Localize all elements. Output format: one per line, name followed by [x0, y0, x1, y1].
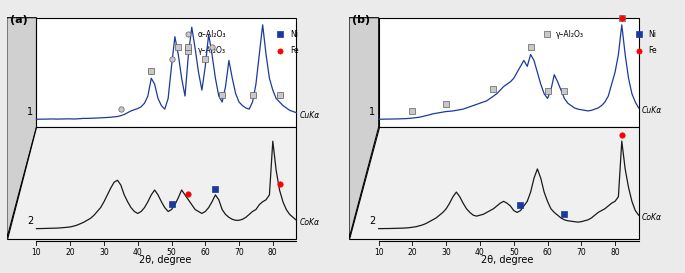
Text: 20: 20 — [408, 248, 417, 257]
Point — [616, 133, 627, 137]
Polygon shape — [379, 18, 638, 127]
Point — [182, 49, 193, 53]
Text: 20: 20 — [65, 248, 75, 257]
Text: 2: 2 — [369, 216, 375, 226]
Point — [115, 106, 126, 111]
Point — [247, 93, 258, 97]
Point — [216, 93, 227, 97]
Text: (b): (b) — [352, 15, 371, 25]
Point — [275, 49, 286, 53]
Polygon shape — [349, 18, 379, 239]
Point — [633, 49, 644, 53]
Text: 60: 60 — [201, 248, 210, 257]
Text: α–Al₂O₃: α–Al₂O₃ — [198, 30, 226, 39]
Point — [515, 203, 526, 207]
Polygon shape — [36, 18, 297, 127]
Point — [541, 32, 552, 37]
Polygon shape — [349, 127, 638, 239]
Point — [247, 93, 258, 97]
Text: 30: 30 — [441, 248, 451, 257]
Text: 10: 10 — [32, 248, 41, 257]
Text: CuKα: CuKα — [300, 111, 320, 120]
Text: Ni: Ni — [649, 30, 656, 39]
Text: 30: 30 — [99, 248, 109, 257]
Text: γ–Al₂O₃: γ–Al₂O₃ — [556, 30, 584, 39]
Text: Fe: Fe — [649, 46, 657, 55]
Polygon shape — [7, 127, 297, 239]
Text: 1: 1 — [369, 107, 375, 117]
Text: 60: 60 — [543, 248, 552, 257]
Text: CoKα: CoKα — [300, 218, 320, 227]
Point — [183, 45, 194, 50]
Point — [183, 192, 194, 196]
Point — [559, 212, 570, 216]
Point — [559, 89, 570, 93]
Text: 70: 70 — [234, 248, 244, 257]
Text: 2: 2 — [27, 216, 33, 226]
Point — [146, 69, 157, 73]
Text: 2θ, degree: 2θ, degree — [138, 255, 191, 265]
Point — [173, 45, 184, 50]
Text: CuKα: CuKα — [642, 106, 662, 115]
Point — [166, 57, 177, 61]
Point — [616, 16, 627, 20]
Point — [542, 89, 553, 93]
Point — [183, 45, 194, 50]
Point — [182, 32, 193, 37]
Text: 40: 40 — [475, 248, 485, 257]
Text: 50: 50 — [166, 248, 177, 257]
Text: CoKα: CoKα — [642, 213, 662, 222]
Point — [488, 87, 499, 91]
Text: 2θ, degree: 2θ, degree — [481, 255, 533, 265]
Point — [207, 45, 218, 50]
Point — [200, 57, 211, 61]
Text: 1: 1 — [27, 107, 33, 117]
Point — [633, 32, 644, 37]
Text: 50: 50 — [509, 248, 519, 257]
Text: 80: 80 — [268, 248, 277, 257]
Point — [274, 182, 285, 186]
Text: 10: 10 — [374, 248, 384, 257]
Polygon shape — [7, 18, 36, 239]
Point — [275, 32, 286, 37]
Text: 80: 80 — [610, 248, 620, 257]
Text: 40: 40 — [133, 248, 142, 257]
Point — [216, 93, 227, 97]
Point — [210, 187, 221, 191]
Text: γ–Al₂O₃: γ–Al₂O₃ — [198, 46, 226, 55]
Point — [166, 201, 177, 206]
Text: (a): (a) — [10, 15, 28, 25]
Point — [146, 69, 157, 73]
Point — [274, 93, 285, 97]
Point — [440, 102, 451, 106]
Point — [407, 109, 418, 113]
Text: 70: 70 — [576, 248, 586, 257]
Text: Ni: Ni — [290, 30, 298, 39]
Point — [525, 45, 536, 50]
Point — [274, 93, 285, 97]
Point — [616, 16, 627, 20]
Text: Fe: Fe — [290, 46, 299, 55]
